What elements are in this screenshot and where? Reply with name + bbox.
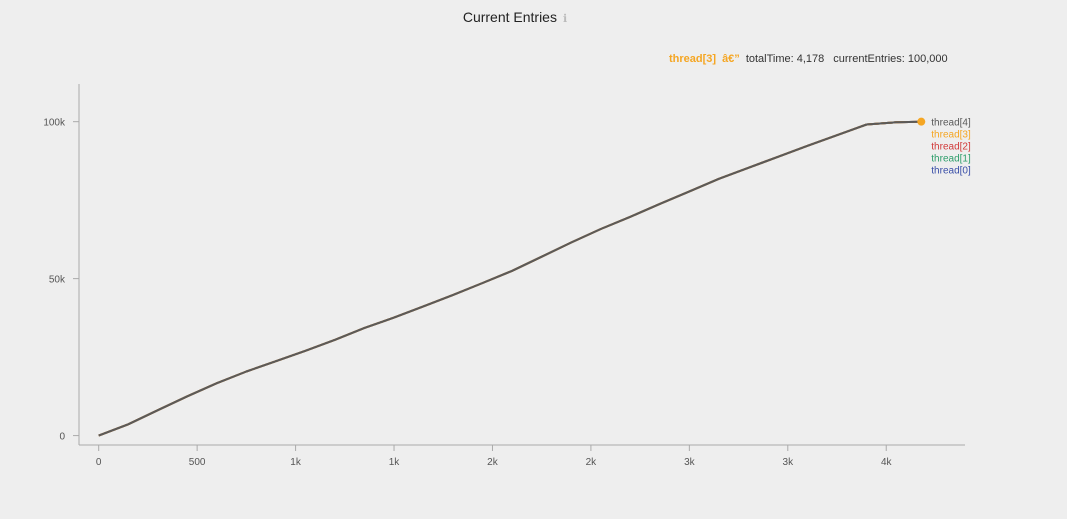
x-tick-label: 2k <box>586 457 598 468</box>
y-tick-label: 50k <box>49 275 66 286</box>
x-tick-label: 4k <box>881 457 893 468</box>
legend-item-thread4[interactable]: thread[4] <box>931 118 971 129</box>
x-tick-label: 2k <box>487 457 499 468</box>
tooltip-total-time: totalTime: 4,178 <box>745 53 825 65</box>
chart-title: Current Entries <box>462 9 557 25</box>
legend-item-thread3[interactable]: thread[3] <box>931 130 971 141</box>
series-line-thread1 <box>98 120 922 437</box>
series-line-thread4 <box>98 120 922 437</box>
x-tick-label: 1k <box>389 457 401 468</box>
series-line-thread2 <box>98 120 922 437</box>
highlight-point[interactable] <box>917 117 926 126</box>
x-tick-label: 3k <box>783 457 795 468</box>
series-line-thread0 <box>98 120 922 437</box>
tooltip-current-entries: currentEntries: 100,000 <box>833 53 948 65</box>
chart-title-row: Current Entries ℹ <box>0 9 1030 25</box>
x-tick-label: 3k <box>684 457 696 468</box>
y-tick-label: 0 <box>59 432 65 443</box>
info-icon[interactable]: ℹ <box>562 12 568 25</box>
x-tick-label: 500 <box>189 457 206 468</box>
legend-item-thread1[interactable]: thread[1] <box>931 154 971 165</box>
series-line-thread3 <box>98 120 922 437</box>
tooltip-separator: â€” <box>722 53 740 65</box>
y-tick-label: 100k <box>43 118 66 129</box>
hover-tooltip: thread[3] â€” totalTime: 4,178 currentEntri… <box>669 53 957 65</box>
tooltip-series: thread[3] <box>669 53 717 65</box>
x-tick-label: 1k <box>290 457 302 468</box>
legend-item-thread2[interactable]: thread[2] <box>931 142 971 153</box>
x-tick-label: 0 <box>96 457 102 468</box>
legend-item-thread0[interactable]: thread[0] <box>931 166 971 177</box>
